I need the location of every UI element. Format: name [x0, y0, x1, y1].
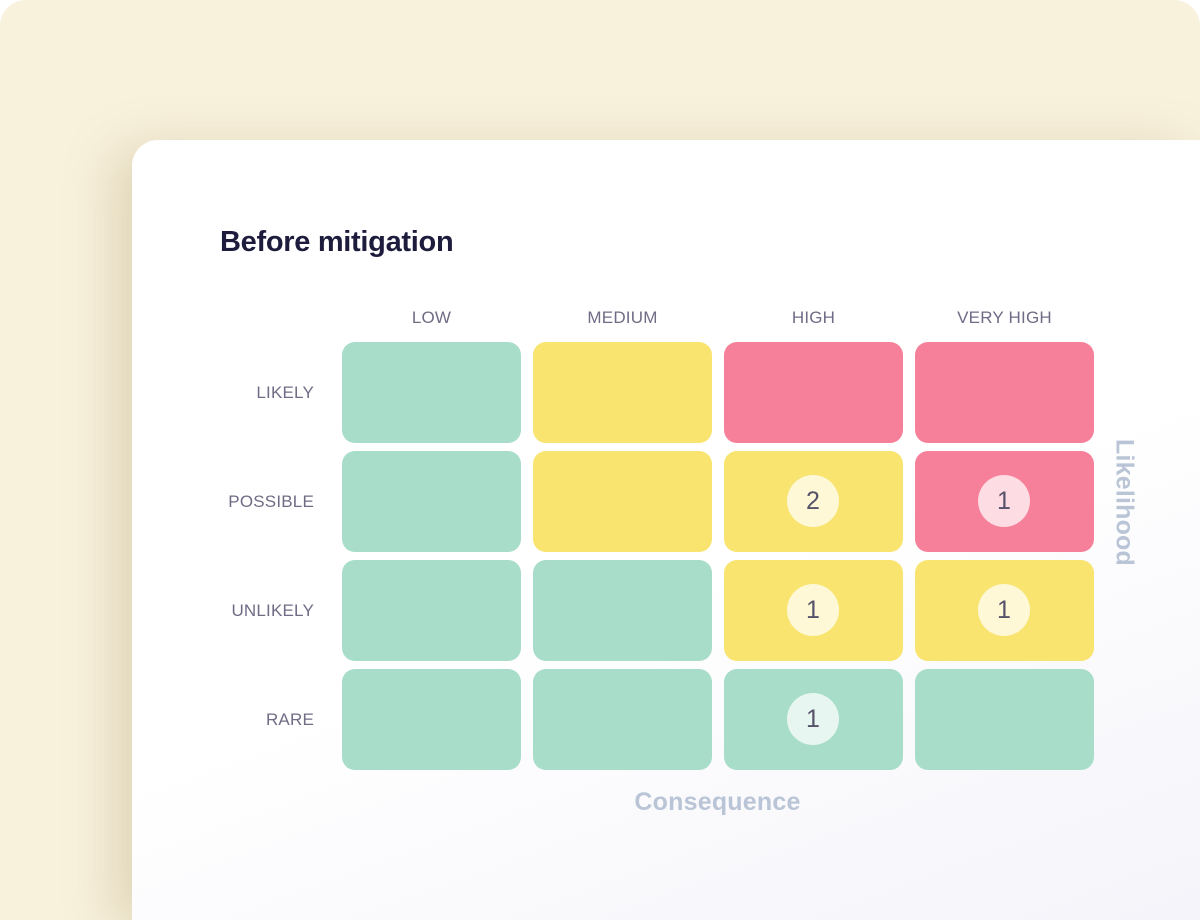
column-label-low: LOW — [411, 308, 452, 327]
y-axis-label: Likelihood — [1110, 439, 1139, 566]
risk-count-badge[interactable]: 1 — [978, 475, 1030, 527]
row-label-unlikely: UNLIKELY — [231, 600, 314, 620]
matrix-cell[interactable] — [724, 342, 903, 443]
risk-count-badge[interactable]: 1 — [978, 584, 1030, 636]
matrix-cell[interactable] — [533, 560, 712, 661]
risk-count-badge[interactable]: 1 — [787, 693, 839, 745]
risk-count-badge[interactable]: 1 — [787, 584, 839, 636]
x-axis-label: Consequence — [634, 788, 801, 816]
row-label-likely: LIKELY — [256, 382, 314, 402]
row-label-rare: RARE — [265, 709, 314, 729]
matrix-cell[interactable]: 1 — [724, 560, 903, 661]
matrix-cell[interactable] — [342, 560, 521, 661]
matrix-cell[interactable] — [915, 342, 1094, 443]
chart-title: Before mitigation — [220, 226, 454, 258]
matrix-cell[interactable] — [342, 669, 521, 770]
matrix-cell[interactable] — [342, 451, 521, 552]
risk-matrix-card: Before mitigation LOW MEDIUM HIGH VERY HIGH… — [132, 140, 1200, 920]
column-label-very-high: VERY HIGH — [957, 308, 1052, 327]
matrix-cell[interactable]: 1 — [724, 669, 903, 770]
matrix-cell[interactable]: 2 — [724, 451, 903, 552]
matrix-cell[interactable] — [342, 342, 521, 443]
risk-count-badge[interactable]: 2 — [787, 475, 839, 527]
row-label-possible: POSSIBLE — [228, 491, 314, 511]
column-label-medium: MEDIUM — [587, 308, 658, 327]
matrix-cell[interactable] — [915, 669, 1094, 770]
column-label-high: HIGH — [791, 308, 836, 327]
matrix-cell[interactable] — [533, 451, 712, 552]
matrix-cell[interactable] — [533, 669, 712, 770]
matrix-cell[interactable]: 1 — [915, 451, 1094, 552]
matrix-cell[interactable] — [533, 342, 712, 443]
matrix-cell[interactable]: 1 — [915, 560, 1094, 661]
